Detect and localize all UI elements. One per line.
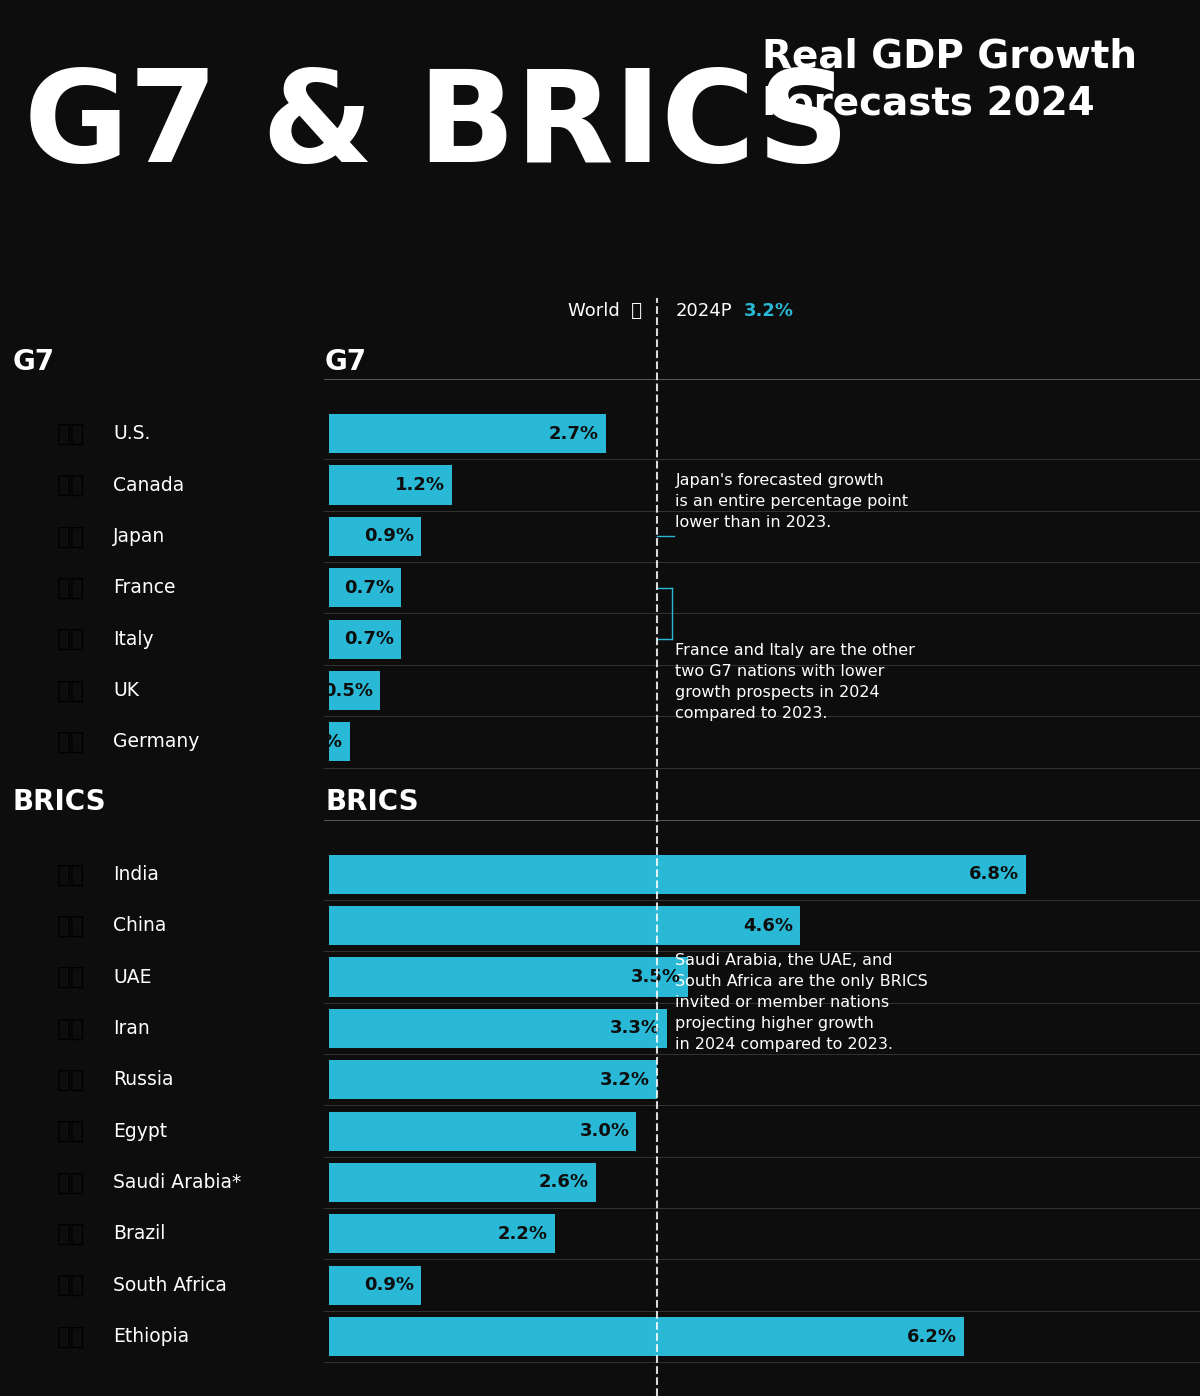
Text: 0.9%: 0.9% xyxy=(364,528,414,546)
Text: World  🌐: World 🌐 xyxy=(568,303,642,321)
Text: 🇪🇹: 🇪🇹 xyxy=(58,1325,85,1349)
Bar xyxy=(329,906,800,945)
Bar xyxy=(329,671,380,711)
Bar xyxy=(329,1316,965,1356)
Bar xyxy=(329,1215,554,1254)
Text: 3.3%: 3.3% xyxy=(610,1019,660,1037)
Text: 0.7%: 0.7% xyxy=(343,579,394,597)
Text: 3.2%: 3.2% xyxy=(744,303,794,321)
Bar xyxy=(329,854,1026,893)
Bar xyxy=(329,1060,656,1099)
Text: 3.2%: 3.2% xyxy=(600,1071,650,1089)
Bar xyxy=(329,465,452,505)
Bar xyxy=(329,415,606,454)
Text: 🇨🇦: 🇨🇦 xyxy=(58,473,85,497)
Text: China: China xyxy=(113,916,167,935)
Text: 2024P: 2024P xyxy=(676,303,732,321)
Text: 0.5%: 0.5% xyxy=(323,681,373,699)
Bar xyxy=(329,1111,636,1150)
Text: Real GDP Growth
Forecasts 2024: Real GDP Growth Forecasts 2024 xyxy=(762,38,1138,124)
Bar xyxy=(329,517,421,556)
Text: 2.7%: 2.7% xyxy=(548,424,599,443)
Text: 6.2%: 6.2% xyxy=(907,1328,958,1346)
Text: Canada: Canada xyxy=(113,476,185,494)
Text: 🇮🇷: 🇮🇷 xyxy=(58,1016,85,1040)
Text: G7: G7 xyxy=(325,348,367,376)
Bar xyxy=(329,620,401,659)
Text: France: France xyxy=(113,578,176,597)
Text: 🇿🇦: 🇿🇦 xyxy=(58,1273,85,1297)
Text: 0.7%: 0.7% xyxy=(343,630,394,648)
Text: 🇩🇪: 🇩🇪 xyxy=(58,730,85,754)
Text: 2.6%: 2.6% xyxy=(539,1174,588,1191)
Bar xyxy=(329,1163,595,1202)
Text: G7: G7 xyxy=(13,348,55,376)
Text: 2.2%: 2.2% xyxy=(497,1224,547,1242)
Text: 1.2%: 1.2% xyxy=(395,476,445,494)
Text: 🇧🇷: 🇧🇷 xyxy=(58,1222,85,1245)
Text: UAE: UAE xyxy=(113,967,152,987)
Text: 0.9%: 0.9% xyxy=(364,1276,414,1294)
Text: Saudi Arabia, the UAE, and
South Africa are the only BRICS
invited or member nat: Saudi Arabia, the UAE, and South Africa … xyxy=(676,953,928,1053)
Text: France and Italy are the other
two G7 nations with lower
growth prospects in 202: France and Italy are the other two G7 na… xyxy=(676,642,916,720)
Text: Saudi Arabia*: Saudi Arabia* xyxy=(113,1173,241,1192)
Text: Iran: Iran xyxy=(113,1019,150,1037)
Text: Ethiopia: Ethiopia xyxy=(113,1328,190,1346)
Text: Japan's forecasted growth
is an entire percentage point
lower than in 2023.: Japan's forecasted growth is an entire p… xyxy=(676,473,908,529)
Text: BRICS: BRICS xyxy=(13,789,107,817)
Bar xyxy=(329,568,401,607)
Text: Germany: Germany xyxy=(113,733,199,751)
Text: 🇯🇵: 🇯🇵 xyxy=(58,525,85,549)
Text: U.S.: U.S. xyxy=(113,424,151,444)
Text: G7 & BRICS: G7 & BRICS xyxy=(24,64,850,190)
Text: Egypt: Egypt xyxy=(113,1121,168,1141)
Text: 4.6%: 4.6% xyxy=(743,917,793,935)
Text: 🇨🇳: 🇨🇳 xyxy=(58,913,85,938)
Text: 🇸🇦: 🇸🇦 xyxy=(58,1170,85,1195)
Text: 🇫🇷: 🇫🇷 xyxy=(58,575,85,600)
Text: 6.8%: 6.8% xyxy=(968,866,1019,884)
Text: 🇪🇬: 🇪🇬 xyxy=(58,1120,85,1143)
Bar xyxy=(329,722,349,761)
Bar xyxy=(329,1009,667,1048)
Text: 🇬🇧: 🇬🇧 xyxy=(58,678,85,702)
Text: 3.5%: 3.5% xyxy=(630,967,680,986)
Text: Brazil: Brazil xyxy=(113,1224,166,1244)
Text: 🇷🇺: 🇷🇺 xyxy=(58,1068,85,1092)
Text: 3.0%: 3.0% xyxy=(580,1122,629,1141)
Text: Japan: Japan xyxy=(113,526,166,546)
Text: Italy: Italy xyxy=(113,630,154,649)
Text: India: India xyxy=(113,866,160,884)
Text: Russia: Russia xyxy=(113,1071,174,1089)
Text: 🇦🇪: 🇦🇪 xyxy=(58,965,85,988)
Text: 🇺🇸: 🇺🇸 xyxy=(58,422,85,445)
Bar xyxy=(329,1266,421,1305)
Text: 🇮🇳: 🇮🇳 xyxy=(58,863,85,886)
Text: South Africa: South Africa xyxy=(113,1276,227,1294)
Text: 0.2%: 0.2% xyxy=(293,733,342,751)
Text: 🇮🇹: 🇮🇹 xyxy=(58,627,85,651)
Bar xyxy=(329,958,688,997)
Text: BRICS: BRICS xyxy=(325,789,419,817)
Text: UK: UK xyxy=(113,681,139,699)
